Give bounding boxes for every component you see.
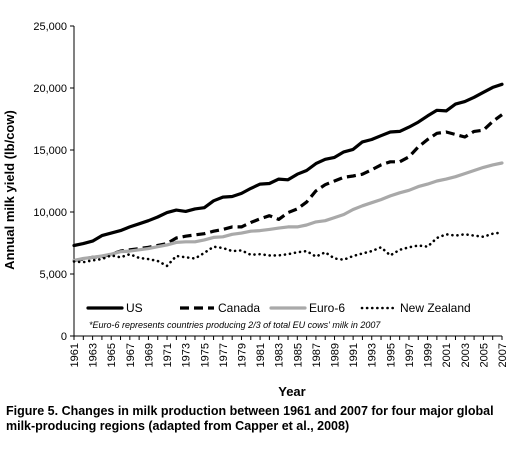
x-axis-ticks: 1961 1963 1965 1967 1969 1971 1973 1975 1977 1979… — [69, 336, 509, 367]
x-tick-label: 1975 — [199, 343, 211, 367]
y-tick-label: 0 — [61, 331, 67, 343]
series-line-us — [72, 82, 504, 248]
x-tick-label: 1985 — [292, 343, 304, 367]
x-tick-label: 1973 — [181, 343, 193, 367]
x-tick-label: 1991 — [348, 343, 360, 367]
x-tick-label: 2003 — [460, 343, 472, 367]
figure-caption: Figure 5. Changes in milk production bet… — [6, 404, 494, 433]
y-tick-label: 5,000 — [39, 269, 67, 281]
chart-footnote: *Euro-6 represents countries producing 2… — [89, 320, 381, 330]
x-tick-label: 1961 — [69, 343, 81, 367]
x-tick-label: 1983 — [274, 343, 286, 367]
x-tick-label: 1997 — [404, 343, 416, 367]
x-tick-label: 1995 — [385, 343, 397, 367]
x-tick-label: 1993 — [367, 343, 379, 367]
y-tick-label: 25,000 — [33, 21, 67, 33]
x-tick-label: 1981 — [255, 343, 267, 367]
series-lines — [72, 82, 504, 268]
legend: US Canada Euro-6 New Zealand — [86, 301, 471, 315]
y-axis-ticks: 0 5,000 10,000 15,000 20,000 25,000 — [33, 21, 74, 343]
x-tick-label: 1965 — [106, 343, 118, 367]
x-tick-label: 1967 — [125, 343, 137, 367]
x-tick-label: 1987 — [311, 343, 323, 367]
x-tick-label: 1977 — [218, 343, 230, 367]
y-tick-label: 10,000 — [33, 207, 67, 219]
x-axis-title: Year — [278, 384, 305, 399]
legend-label: US — [126, 301, 143, 315]
x-tick-label: 1969 — [143, 343, 155, 367]
x-tick-label: 2005 — [478, 343, 490, 367]
x-tick-label: 2001 — [441, 343, 453, 367]
y-axis-title: Annual milk yield (lb/cow) — [2, 110, 17, 270]
legend-label: Euro-6 — [309, 301, 345, 315]
x-tick-label: 1979 — [236, 343, 248, 367]
series-line-new-zealand — [72, 231, 504, 268]
series-line-euro-6 — [72, 161, 504, 262]
x-tick-label: 1963 — [88, 343, 100, 367]
x-tick-label: 2007 — [497, 343, 509, 367]
legend-label: Canada — [218, 301, 260, 315]
y-tick-label: 20,000 — [33, 83, 67, 95]
x-tick-label: 1999 — [423, 343, 435, 367]
legend-label: New Zealand — [400, 301, 471, 315]
y-tick-label: 15,000 — [33, 145, 67, 157]
x-tick-label: 1989 — [330, 343, 342, 367]
x-tick-label: 1971 — [162, 343, 174, 367]
